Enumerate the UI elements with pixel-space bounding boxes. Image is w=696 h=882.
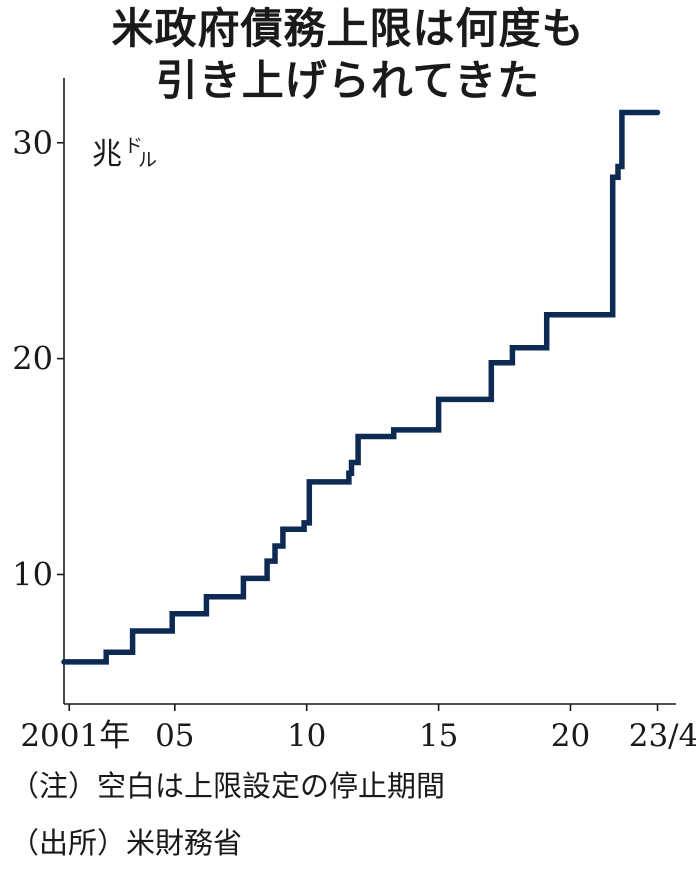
y-ticks: 10 20 30 <box>12 124 64 593</box>
unit-sub-char: ル <box>138 149 157 171</box>
x-ticks: 2001年 05 10 15 20 23/4 <box>20 704 696 754</box>
note-text: （注）空白は上限設定の停止期間 <box>10 769 446 803</box>
series-debt-ceiling <box>61 109 661 665</box>
x-tick-label: 20 <box>551 718 590 754</box>
unit-label-sub: ドル <box>124 135 157 171</box>
axes <box>63 78 676 705</box>
x-tick-label: 2001年 <box>20 718 130 754</box>
chart-title-line1: 米政府債務上限は何度も <box>111 4 585 53</box>
x-tick-label: 10 <box>287 718 326 754</box>
x-tick-label: 15 <box>419 718 458 754</box>
x-tick-label: 23/4 <box>629 718 696 754</box>
source-text: （出所）米財務省 <box>10 826 243 860</box>
y-tick-label: 20 <box>12 340 53 378</box>
series-line <box>61 109 661 665</box>
y-tick-label: 30 <box>12 124 53 162</box>
unit-label-main: 兆 <box>92 137 122 172</box>
y-tick-label: 10 <box>12 555 53 593</box>
chart-title-line2: 引き上げられてきた <box>155 56 541 105</box>
x-tick-label: 05 <box>155 718 194 754</box>
unit-sub-char: ド <box>124 135 143 157</box>
